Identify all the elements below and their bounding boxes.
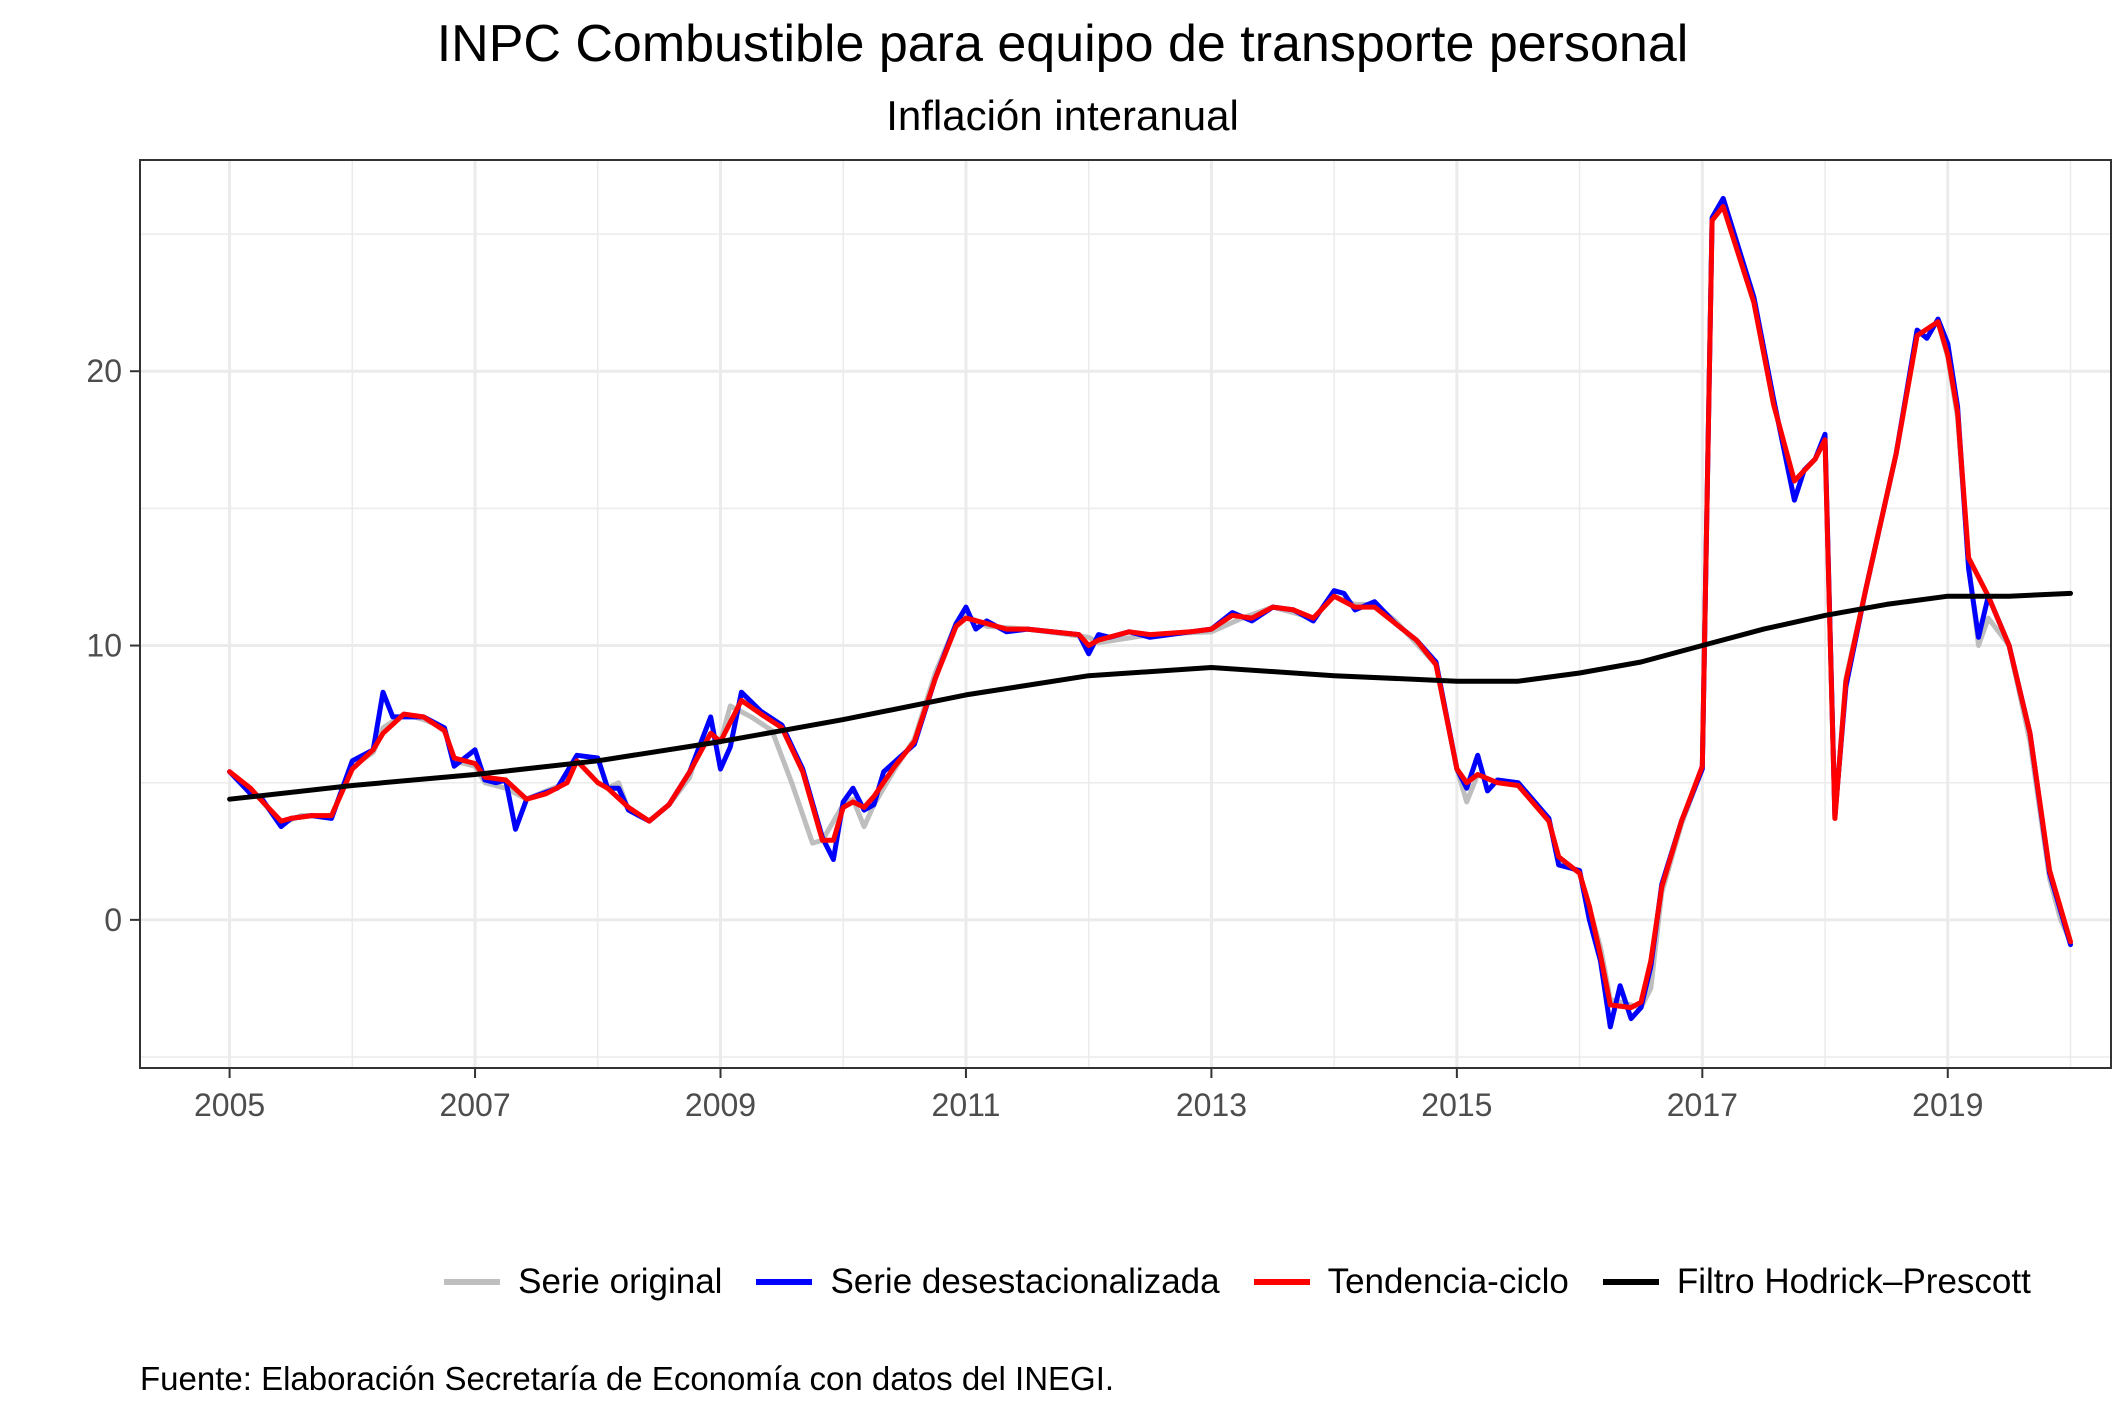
x-tick-label: 2005 bbox=[194, 1087, 265, 1123]
axis-ticks bbox=[130, 370, 1949, 1078]
chart-caption: Fuente: Elaboración Secretaría de Econom… bbox=[140, 1360, 1115, 1397]
axis-tick-labels: 2005 2007 2009 2011 2013 2015 2017 2019 0 10 20 bbox=[86, 353, 1983, 1123]
chart-title: INPC Combustible para equipo de transpor… bbox=[436, 15, 1689, 73]
legend-item: Tendencia-ciclo bbox=[1253, 1262, 1569, 1302]
series-line-3 bbox=[227, 204, 2073, 1011]
x-tick-label: 2015 bbox=[1421, 1087, 1492, 1123]
legend-label: Filtro Hodrick–Prescott bbox=[1676, 1262, 2031, 1301]
legend-key bbox=[444, 1279, 501, 1285]
legend-key bbox=[1602, 1279, 1659, 1285]
series-line-2 bbox=[227, 195, 2073, 1030]
x-tick-label: 2009 bbox=[685, 1087, 756, 1123]
legend-label: Tendencia-ciclo bbox=[1327, 1262, 1569, 1301]
series-line-4 bbox=[227, 590, 2073, 802]
x-tick-label: 2007 bbox=[439, 1087, 510, 1123]
series-layer bbox=[227, 195, 2073, 1030]
major-gridlines bbox=[140, 160, 2111, 1068]
series-line-1 bbox=[227, 204, 2073, 1011]
legend-key bbox=[756, 1279, 813, 1285]
legend-key bbox=[1253, 1279, 1310, 1285]
x-tick-label: 2011 bbox=[932, 1087, 1001, 1123]
legend-item: Filtro Hodrick–Prescott bbox=[1602, 1262, 2031, 1302]
legend-item: Serie desestacionalizada bbox=[756, 1262, 1220, 1302]
y-tick-label: 0 bbox=[104, 902, 122, 938]
chart-subtitle: Inflación interanual bbox=[886, 92, 1239, 139]
minor-gridlines bbox=[140, 160, 2111, 1068]
legend: Serie original Serie desestacionalizada Te… bbox=[0, 1262, 2125, 1302]
legend-label: Serie original bbox=[518, 1262, 723, 1301]
panel-border bbox=[139, 159, 2112, 1069]
y-tick-label: 20 bbox=[86, 353, 122, 389]
x-tick-label: 2019 bbox=[1912, 1087, 1983, 1123]
legend-item: Serie original bbox=[444, 1262, 722, 1302]
x-tick-label: 2017 bbox=[1667, 1087, 1738, 1123]
y-tick-label: 10 bbox=[86, 628, 122, 664]
x-tick-label: 2013 bbox=[1176, 1087, 1247, 1123]
legend-label: Serie desestacionalizada bbox=[830, 1262, 1220, 1301]
